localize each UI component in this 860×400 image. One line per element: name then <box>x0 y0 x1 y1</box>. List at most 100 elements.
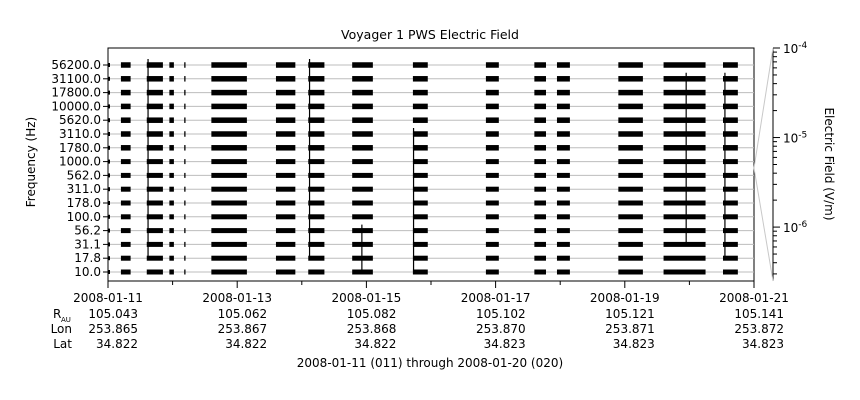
y-tick-label: 1000.0 <box>59 155 101 169</box>
data-band <box>722 117 738 123</box>
data-band <box>412 76 428 82</box>
ephem-lon-value: 253.871 <box>605 322 655 336</box>
y-tick-label: 56200.0 <box>51 58 101 72</box>
data-band <box>556 269 570 275</box>
data-band <box>534 200 546 206</box>
data-band <box>352 89 373 96</box>
data-band <box>352 117 373 123</box>
data-band <box>146 214 163 220</box>
data-band <box>412 214 428 220</box>
data-band <box>663 103 706 110</box>
ephem-r-value: 105.121 <box>605 307 655 321</box>
x-tick-label: 2008-01-13 <box>202 291 272 305</box>
data-band <box>722 145 738 151</box>
data-band <box>146 103 163 110</box>
plot-frame <box>107 47 755 282</box>
data-band <box>534 214 546 220</box>
data-band <box>308 131 325 137</box>
data-band <box>169 228 174 234</box>
ephem-lon-value: 253.867 <box>218 322 268 336</box>
ephem-r-value: 105.043 <box>88 307 138 321</box>
ephem-label-r-sub: AU <box>61 316 71 324</box>
data-band <box>412 255 428 261</box>
data-band <box>275 117 296 123</box>
data-band <box>120 186 131 192</box>
data-band <box>108 90 110 95</box>
data-band <box>663 76 706 82</box>
data-band <box>534 228 546 234</box>
data-band <box>352 269 373 275</box>
ephem-r-value: 105.141 <box>734 307 784 321</box>
data-band <box>146 117 163 123</box>
data-band <box>722 159 738 165</box>
data-band <box>485 76 499 82</box>
data-band <box>722 200 738 206</box>
ephem-lat-value: 34.823 <box>613 337 655 351</box>
data-band <box>618 131 643 137</box>
data-band <box>722 131 738 137</box>
ephem-lat-value: 34.823 <box>742 337 784 351</box>
data-band <box>663 241 706 247</box>
data-band <box>412 131 428 137</box>
data-band <box>275 89 296 96</box>
data-band <box>663 214 706 220</box>
data-band <box>146 172 163 178</box>
data-band <box>663 159 706 165</box>
data-band <box>485 228 499 234</box>
data-band <box>352 62 373 68</box>
data-band <box>412 89 428 96</box>
data-band <box>618 214 643 220</box>
data-band <box>556 228 570 234</box>
data-band <box>169 159 174 165</box>
data-band <box>169 269 174 275</box>
ephem-r-value: 105.082 <box>347 307 397 321</box>
data-band <box>108 159 110 164</box>
data-band <box>534 145 546 151</box>
ephem-lon-value: 253.870 <box>476 322 526 336</box>
data-band <box>412 200 428 206</box>
data-band <box>308 269 325 275</box>
data-band <box>485 131 499 137</box>
data-band <box>211 62 247 68</box>
data-band <box>663 145 706 151</box>
data-band <box>663 131 706 137</box>
y-tick-label: 31.1 <box>74 237 101 251</box>
data-band <box>146 186 163 192</box>
y-tick-label: 10.0 <box>74 265 101 279</box>
data-band <box>184 255 186 261</box>
y-tick-label: 100.0 <box>67 210 101 224</box>
data-band <box>308 89 325 96</box>
data-band <box>485 159 499 165</box>
data-band <box>618 269 643 275</box>
data-band <box>169 62 174 68</box>
colorbar-tick-label: 10-6 <box>783 220 808 235</box>
data-band <box>556 145 570 151</box>
data-band <box>108 145 110 150</box>
data-band <box>352 228 373 234</box>
data-band <box>146 269 163 275</box>
data-band <box>120 200 131 206</box>
data-band <box>184 269 186 275</box>
data-band <box>275 269 296 275</box>
data-band <box>352 214 373 220</box>
data-band <box>412 241 428 247</box>
data-band <box>184 172 186 178</box>
data-band <box>534 186 546 192</box>
data-band <box>556 172 570 178</box>
y-tick-label: 17800.0 <box>51 86 101 100</box>
data-band <box>412 172 428 178</box>
data-band <box>722 186 738 192</box>
y-tick-label: 17.8 <box>74 251 101 265</box>
data-band <box>146 89 163 96</box>
y-tick-label: 56.2 <box>74 224 101 238</box>
data-band <box>108 132 110 136</box>
y-axis-label: Frequency (Hz) <box>24 117 38 208</box>
data-band <box>534 172 546 178</box>
colorbar-connector <box>753 167 774 282</box>
data-band <box>146 228 163 234</box>
data-band <box>618 228 643 234</box>
data-band <box>108 173 110 178</box>
data-band <box>169 131 174 137</box>
data-band <box>146 145 163 151</box>
data-band <box>211 255 247 261</box>
